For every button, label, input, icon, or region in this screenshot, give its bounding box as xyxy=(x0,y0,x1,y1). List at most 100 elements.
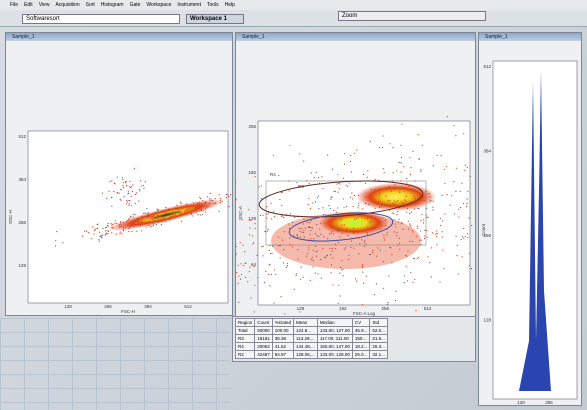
event-dot xyxy=(126,221,127,222)
event-dot xyxy=(187,209,188,210)
event-dot xyxy=(187,206,188,207)
event-dot xyxy=(395,226,396,227)
menu-item[interactable]: Acquisition xyxy=(55,2,79,8)
event-dot xyxy=(250,227,251,228)
event-dot xyxy=(349,255,350,256)
menu-item[interactable]: Histogram xyxy=(101,2,124,8)
event-dot xyxy=(471,268,472,269)
event-dot xyxy=(148,216,149,217)
event-dot xyxy=(320,223,321,224)
event-dot xyxy=(91,238,92,239)
event-dot xyxy=(358,253,359,254)
event-dot xyxy=(404,275,405,276)
menu-item[interactable]: File xyxy=(10,2,18,8)
event-dot xyxy=(283,262,284,263)
event-dot xyxy=(383,261,384,262)
workspace-grid xyxy=(0,318,230,410)
event-dot xyxy=(269,264,270,265)
event-dot xyxy=(161,221,162,222)
event-dot xyxy=(456,255,457,256)
event-dot xyxy=(421,240,422,241)
y-tick-label: 192 xyxy=(248,170,256,175)
event-dot xyxy=(398,221,399,222)
event-dot xyxy=(280,257,281,258)
event-dot xyxy=(432,207,433,208)
event-dot xyxy=(308,240,309,241)
event-dot xyxy=(141,230,142,231)
event-dot xyxy=(385,196,386,197)
dot-plot: 512384256128128256384512FSC-HSSC-H xyxy=(6,41,232,315)
event-dot xyxy=(432,209,433,210)
menu-item[interactable]: Edit xyxy=(24,2,33,8)
event-dot xyxy=(143,213,144,214)
event-dot xyxy=(426,217,427,218)
event-dot xyxy=(462,236,463,237)
event-dot xyxy=(461,183,462,184)
event-dot xyxy=(275,274,276,275)
workspace-tab[interactable]: Workspace 1 xyxy=(186,14,244,24)
event-dot xyxy=(269,285,270,286)
event-dot xyxy=(132,214,133,215)
event-dot xyxy=(374,294,375,295)
event-dot xyxy=(332,169,333,170)
event-dot xyxy=(270,203,271,204)
dropdown[interactable]: Softwaresort xyxy=(22,14,180,24)
event-dot xyxy=(157,215,158,216)
event-dot xyxy=(389,143,390,144)
table-cell: R2 xyxy=(236,351,255,359)
event-dot xyxy=(134,214,135,215)
event-dot xyxy=(379,207,380,208)
event-dot xyxy=(417,258,418,259)
event-dot xyxy=(427,237,428,238)
event-dot xyxy=(250,220,251,221)
event-dot xyxy=(95,229,96,230)
menu-item[interactable]: Gate xyxy=(130,2,141,8)
event-dot xyxy=(463,228,464,229)
event-dot xyxy=(412,151,413,152)
event-dot xyxy=(120,231,121,232)
menu-item[interactable]: View xyxy=(39,2,50,8)
event-dot xyxy=(289,145,290,146)
event-dot xyxy=(105,234,106,235)
event-dot xyxy=(148,212,149,213)
event-dot xyxy=(340,267,341,268)
x-tick-label: 256 xyxy=(104,304,112,309)
menu-item[interactable]: Sort xyxy=(86,2,95,8)
event-dot xyxy=(121,226,122,227)
event-dot xyxy=(181,208,182,209)
event-dot xyxy=(358,238,359,239)
menu-item[interactable]: Tools xyxy=(207,2,219,8)
menu-item[interactable]: Instrument xyxy=(177,2,201,8)
event-dot xyxy=(97,228,98,229)
event-dot xyxy=(397,232,398,233)
event-dot xyxy=(123,185,124,186)
event-dot xyxy=(426,191,427,192)
event-dot xyxy=(129,203,130,204)
menu-item[interactable]: Workspace xyxy=(146,2,171,8)
event-dot xyxy=(303,219,304,220)
event-dot xyxy=(406,211,407,212)
event-dot xyxy=(107,233,108,234)
event-dot xyxy=(444,183,445,184)
event-dot xyxy=(322,188,323,189)
event-dot xyxy=(420,190,421,191)
event-dot xyxy=(317,250,318,251)
event-dot xyxy=(199,202,200,203)
event-dot xyxy=(222,201,223,202)
event-dot xyxy=(417,228,418,229)
event-dot xyxy=(145,222,146,223)
event-dot xyxy=(410,272,411,273)
event-dot xyxy=(427,217,428,218)
event-dot xyxy=(347,186,348,187)
event-dot xyxy=(456,168,457,169)
event-dot xyxy=(423,200,424,201)
event-dot xyxy=(405,255,406,256)
event-dot xyxy=(337,230,338,231)
event-dot xyxy=(123,230,124,231)
event-dot xyxy=(346,185,347,186)
event-dot xyxy=(97,224,98,225)
event-dot xyxy=(273,155,274,156)
menu-item[interactable]: Help xyxy=(225,2,235,8)
